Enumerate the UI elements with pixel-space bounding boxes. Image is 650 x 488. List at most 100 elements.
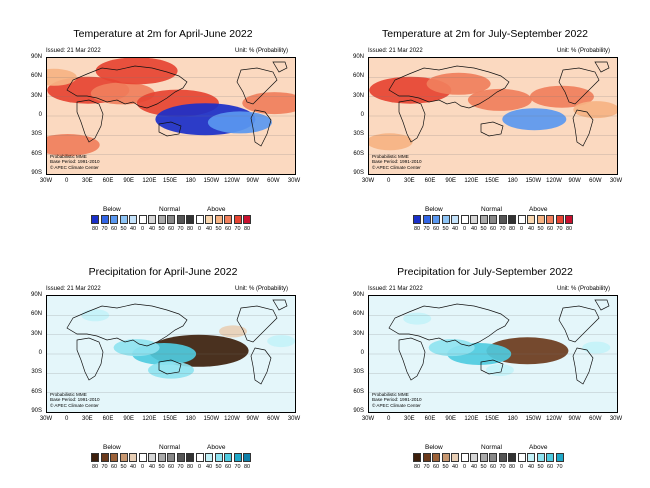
longitude-label: 60W — [267, 178, 280, 184]
legend-tick: 70 — [423, 464, 430, 470]
legend-swatch — [470, 453, 478, 462]
legend-tick: 40 — [470, 464, 478, 470]
legend-tick: 70 — [423, 226, 430, 232]
longitude-label: 180 — [185, 416, 196, 422]
legend-tick: 60 — [546, 464, 554, 470]
latitude-label: 90N — [352, 54, 364, 60]
coastline — [66, 303, 188, 347]
anomaly-patch — [242, 92, 295, 115]
legend-tick: 50 — [120, 226, 127, 232]
legend-swatch — [167, 453, 175, 462]
legend-swatch — [460, 453, 469, 462]
legend-tick: 60 — [224, 226, 232, 232]
anomaly-patch — [207, 111, 272, 134]
unit-label: Unit: % (Probability) — [556, 48, 610, 54]
legend-swatch — [413, 215, 421, 224]
coastline — [480, 121, 504, 137]
probability-map — [47, 296, 295, 412]
legend-swatch — [110, 215, 118, 224]
legend-swatch — [536, 453, 545, 462]
legend-swatch — [138, 215, 147, 224]
legend-tick: 0 — [519, 226, 524, 232]
longitude-label: 30W — [287, 416, 301, 422]
legend-category-normal: Normal — [159, 444, 180, 451]
probability-map — [369, 58, 617, 174]
anomaly-patch — [47, 134, 100, 156]
unit-label: Unit: % (Probability) — [234, 286, 288, 292]
coastline — [250, 347, 272, 385]
longitude-label: 120W — [224, 416, 240, 422]
legend-tick: 80 — [186, 226, 194, 232]
panel-title: Temperature at 2m for April-June 2022 — [73, 28, 253, 40]
longitude-label: 150E — [162, 178, 177, 184]
map-panel: Temperature at 2m for April-June 2022 Iss… — [8, 28, 318, 232]
legend-tick: 60 — [489, 226, 497, 232]
legend-swatch — [489, 453, 497, 462]
legend-tick: 60 — [110, 226, 118, 232]
longitude-label: 30E — [81, 178, 93, 184]
legend-category-above: Above — [207, 444, 226, 451]
legend-swatch — [157, 215, 166, 224]
anomaly-patch — [582, 341, 611, 354]
coastline — [250, 109, 272, 147]
footnote-line: © APEC Climate Center — [50, 164, 99, 170]
footnote-line: Base Period: 1991-2010 — [50, 159, 100, 165]
latitude-label: 90S — [31, 408, 42, 414]
anomaly-patch — [426, 72, 491, 95]
legend-swatch — [451, 453, 459, 462]
longitude-label: 120W — [224, 178, 240, 184]
probability-map — [369, 296, 617, 412]
anomaly-patch — [148, 361, 194, 379]
coastline — [572, 109, 594, 147]
footnote-line: © APEC Climate Center — [372, 164, 421, 170]
anomaly-patch — [113, 339, 160, 357]
legend-category-below: Below — [425, 206, 443, 213]
legend-tick: 0 — [462, 226, 467, 232]
legend-tick: 40 — [129, 226, 137, 232]
longitude-label: 120W — [546, 416, 562, 422]
coastline — [158, 359, 182, 375]
legend-tick: 60 — [167, 226, 175, 232]
map-area: Probabilistic MME Base Period: 1991-2010 ©… — [46, 295, 296, 413]
latitude-label: 30N — [352, 330, 364, 337]
legend-tick: 50 — [215, 226, 222, 232]
longitude-label: 30E — [403, 416, 415, 422]
longitude-label: 60W — [589, 416, 602, 422]
footnote-line: Base Period: 1991-2010 — [372, 397, 422, 403]
longitude-label: 90W — [568, 178, 581, 184]
legend-tick: 70 — [101, 464, 108, 470]
anomaly-patch — [485, 364, 514, 377]
anomaly-patch — [403, 312, 432, 325]
issued-date: Issued: 21 Mar 2022 — [368, 286, 423, 292]
map-footnote: Probabilistic MME Base Period: 1991-2010 ©… — [372, 154, 422, 170]
coastline — [398, 99, 426, 143]
footnote-line: Probabilistic MME — [372, 154, 409, 159]
legend-swatch — [195, 453, 204, 462]
legend-tick: 0 — [140, 464, 145, 470]
longitude-label: 30E — [403, 178, 415, 184]
coastline — [66, 65, 188, 109]
legend-swatch — [91, 215, 99, 224]
coastline — [158, 121, 182, 137]
legend-tick: 80 — [413, 226, 421, 232]
legend-swatch — [129, 215, 137, 224]
map-area: Probabilistic MME Base Period: 1991-2010 ©… — [368, 295, 618, 413]
latitude-label: 0 — [38, 350, 42, 356]
longitude-label: 90W — [568, 416, 581, 422]
legend-tick: 40 — [451, 226, 459, 232]
longitude-label: 30W — [609, 178, 623, 184]
legend-tick: 80 — [91, 226, 99, 232]
legend-swatch — [129, 453, 137, 462]
coastline — [572, 347, 594, 385]
latitude-label: 30N — [30, 330, 42, 337]
panel-title: Temperature at 2m for July-September 202… — [381, 28, 589, 40]
legend-swatch — [186, 215, 194, 224]
anomaly-patch — [95, 58, 178, 85]
legend-tick: 60 — [432, 226, 440, 232]
anomaly-patch — [573, 101, 617, 119]
legend-category-above: Above — [529, 444, 548, 451]
longitude-label: 0 — [64, 416, 69, 422]
legend-tick: 0 — [197, 226, 202, 232]
longitude-label: 120E — [142, 178, 157, 184]
legend-swatch — [432, 453, 440, 462]
